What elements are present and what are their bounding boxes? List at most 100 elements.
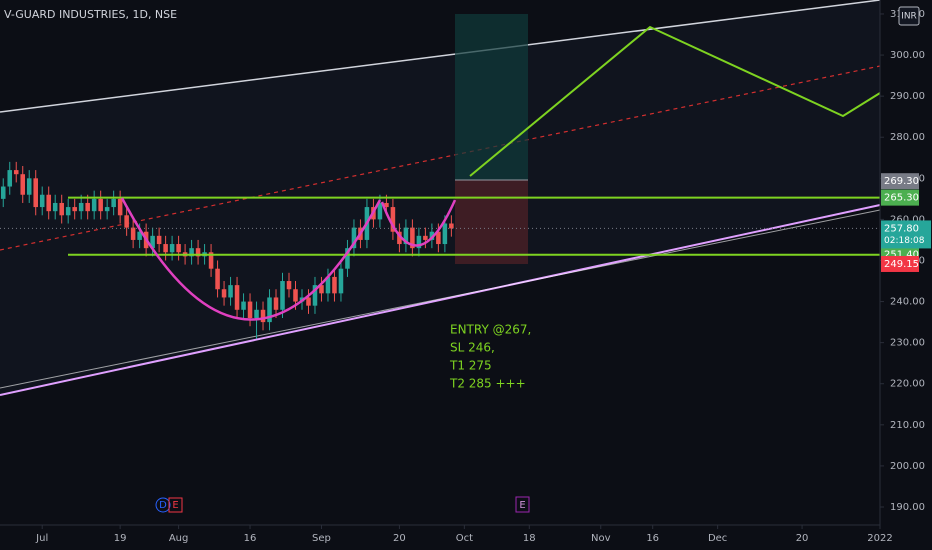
- x-tick-label: 19: [114, 533, 127, 544]
- candle-body: [416, 235, 422, 249]
- candle-body: [345, 248, 350, 269]
- y-tick-label: 200.00: [890, 461, 925, 472]
- candle-body: [104, 207, 110, 212]
- price-label-box: [881, 189, 919, 206]
- candle-body: [436, 231, 441, 245]
- channel-top: [0, 0, 881, 113]
- candle-body: [98, 198, 103, 212]
- annotation: SL 246,: [450, 341, 495, 355]
- candle-body: [137, 231, 142, 240]
- event-label[interactable]: E: [519, 500, 525, 511]
- candle-body: [0, 186, 6, 199]
- candle-body: [384, 202, 389, 208]
- candle-body: [39, 194, 45, 208]
- candle-body: [7, 170, 13, 187]
- price-label-box: [881, 173, 919, 190]
- target-zone: [455, 14, 528, 180]
- cup: [120, 197, 382, 321]
- candle-body: [377, 202, 383, 220]
- candle-body: [234, 285, 240, 310]
- candle-body: [273, 297, 279, 310]
- candle-body: [351, 227, 357, 249]
- y-tick-label: 240.00: [890, 297, 925, 308]
- price-label-box: [881, 255, 919, 272]
- candle-body: [195, 248, 201, 257]
- event-label[interactable]: D: [159, 500, 167, 511]
- channel-bottom-inner: [0, 209, 881, 389]
- candle-body: [156, 235, 162, 245]
- candle-body: [26, 178, 32, 195]
- candle-body: [429, 231, 435, 240]
- candle-body: [332, 276, 337, 294]
- candle-body: [403, 227, 409, 245]
- candle-body: [449, 223, 454, 229]
- candle-body: [117, 198, 123, 216]
- candle-body: [293, 289, 298, 302]
- candle-body: [91, 198, 97, 212]
- y-tick-label: 290.00: [890, 91, 925, 102]
- event-label[interactable]: E: [172, 500, 178, 511]
- candle-body: [410, 227, 415, 249]
- candle-body: [176, 244, 181, 253]
- candle-body: [442, 223, 448, 245]
- candle-body: [306, 297, 311, 306]
- candle-body: [241, 301, 246, 310]
- price-label: 265.30: [884, 193, 919, 204]
- candle-body: [228, 285, 233, 298]
- event-marker[interactable]: [155, 497, 171, 513]
- chart-title: V-GUARD INDUSTRIES, 1D, NSE: [4, 8, 177, 21]
- channel-mid: [0, 65, 881, 251]
- price-label: 249.15: [884, 259, 919, 270]
- x-tick-label: Dec: [708, 533, 727, 544]
- candle-body: [46, 194, 51, 212]
- x-tick-label: Nov: [591, 533, 611, 544]
- projection: [469, 25, 881, 177]
- candle-body: [78, 202, 84, 212]
- candle-body: [189, 248, 194, 257]
- candle-body: [338, 268, 344, 294]
- candle-body: [325, 276, 331, 294]
- channel-bottom: [0, 204, 881, 396]
- candle-body: [65, 207, 71, 216]
- y-tick-label: 220.00: [890, 379, 925, 390]
- last-price-label: 257.80: [884, 223, 919, 234]
- candle-body: [13, 170, 19, 175]
- x-tick-label: 18: [523, 533, 536, 544]
- candle-body: [150, 235, 155, 249]
- countdown: 02:18:08: [884, 236, 925, 246]
- candle-body: [130, 227, 136, 240]
- candle-body: [319, 285, 324, 294]
- x-tick-label: Aug: [169, 533, 189, 544]
- price-label: 269.30: [884, 176, 919, 187]
- candle-body: [423, 235, 428, 240]
- currency-box: [898, 6, 920, 26]
- candle-body: [111, 198, 116, 208]
- candle-body: [52, 202, 58, 212]
- x-tick-label: Oct: [456, 533, 473, 544]
- y-tick-label: 260.00: [890, 214, 925, 225]
- handle: [380, 199, 457, 247]
- y-tick-label: 190.00: [890, 502, 925, 513]
- y-tick-label: 280.00: [890, 132, 925, 143]
- price-label: 251.40: [884, 250, 919, 261]
- candle-body: [33, 178, 38, 208]
- candle-body: [215, 268, 220, 290]
- candle-body: [267, 297, 272, 323]
- candle-body: [85, 202, 90, 212]
- x-tick-label: Sep: [312, 533, 331, 544]
- candle-body: [208, 252, 214, 269]
- x-tick-label: 16: [646, 533, 659, 544]
- price-axis: [880, 0, 932, 550]
- stop-zone: [455, 180, 528, 264]
- candle-body: [20, 174, 26, 195]
- event-marker[interactable]: [515, 496, 530, 513]
- y-tick-label: 230.00: [890, 338, 925, 349]
- candle-body: [72, 207, 77, 212]
- x-tick-label: 2022: [867, 533, 892, 544]
- x-tick-label: 16: [244, 533, 257, 544]
- event-marker[interactable]: [168, 497, 183, 513]
- candle-body: [169, 244, 175, 253]
- candle-body: [280, 281, 285, 310]
